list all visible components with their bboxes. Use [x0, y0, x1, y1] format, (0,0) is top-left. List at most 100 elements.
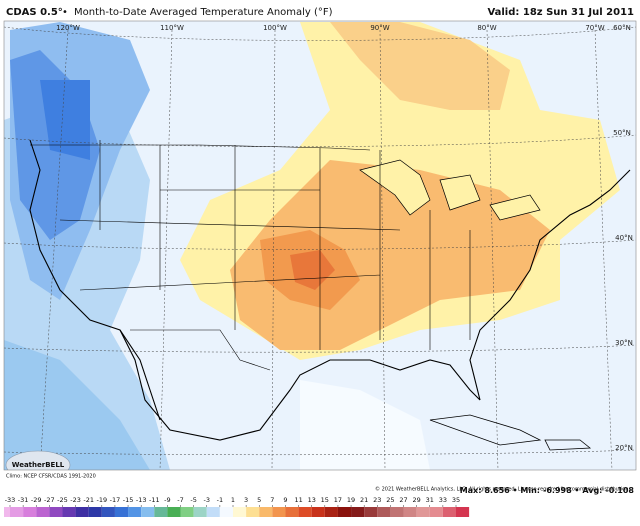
colorbar-swatch — [351, 507, 365, 517]
colorbar-swatch — [167, 507, 181, 517]
lon-label: 110°W — [160, 24, 184, 32]
colorbar-label: -1 — [217, 496, 223, 504]
colorbar-label: -23 — [70, 496, 81, 504]
colorbar-label: 33 — [439, 496, 447, 504]
colorbar-swatch — [259, 507, 273, 517]
grid-line — [379, 29, 386, 470]
caribbean-islands — [429, 414, 592, 451]
colorbar-swatch — [285, 507, 299, 517]
colorbar-label: -25 — [57, 496, 68, 504]
cool-anomaly — [4, 340, 150, 470]
colorbar-swatch — [88, 507, 102, 517]
colorbar-label: -21 — [83, 496, 94, 504]
colorbar-label: -29 — [31, 496, 42, 504]
colorbar-swatch — [233, 507, 247, 517]
grid-line — [4, 344, 636, 353]
colorbar-label: 21 — [360, 496, 368, 504]
map: 120°W 110°W 100°W 90°W 80°W 70°W 60°N 50… — [3, 20, 637, 471]
colorbar-label: -11 — [149, 496, 160, 504]
colorbar-swatch — [246, 507, 260, 517]
colorbar-label: -9 — [164, 496, 170, 504]
logo-badge — [5, 450, 71, 470]
colorbar-swatch — [75, 507, 89, 517]
stat-label: Max: — [460, 486, 482, 495]
grid-line — [39, 29, 69, 470]
colorbar-label: 9 — [283, 496, 287, 504]
lon-label: 80°W — [477, 24, 496, 32]
colorbar-swatch — [337, 507, 352, 517]
colorbar-swatch — [114, 507, 129, 517]
colorbar-label: 27 — [399, 496, 407, 504]
colorbar-swatch — [101, 507, 115, 517]
colorbar-swatch — [154, 507, 168, 517]
colorbar-label: -5 — [190, 496, 196, 504]
colorbar-label: 13 — [308, 496, 316, 504]
colorbar-swatch — [298, 507, 312, 517]
footer: Climo: NCEP CFSR/CDAS 1991-2020 © 2021 W… — [6, 474, 634, 495]
stats-separator: • — [510, 486, 521, 495]
stat-label: Min: — [520, 486, 540, 495]
us-mexico-border — [130, 329, 271, 371]
neutral-field — [300, 380, 430, 470]
colorbar-swatch — [49, 507, 63, 517]
lon-label: 120°W — [56, 24, 80, 32]
header: CDAS 0.5° • Month-to-Date Averaged Tempe… — [6, 7, 634, 18]
colorbar-label: -33 — [5, 496, 16, 504]
colorbar-label: 1 — [231, 496, 235, 504]
colorbar-swatch — [272, 507, 286, 517]
colorbar-label: -27 — [44, 496, 55, 504]
colorbar-label: 23 — [373, 496, 381, 504]
colorbar-label: 3 — [244, 496, 248, 504]
valid-time: Valid: 18z Sun 31 Jul 2011 — [487, 7, 634, 18]
west-coast — [29, 139, 161, 421]
colorbar-label: 35 — [452, 496, 460, 504]
colorbar-swatch — [141, 507, 155, 517]
colorbar-label: -15 — [123, 496, 134, 504]
colorbar-label: -19 — [97, 496, 108, 504]
grid-line — [4, 239, 636, 250]
lon-label: 100°W — [263, 24, 287, 32]
header-separator: • — [62, 7, 68, 18]
colorbar-swatch — [311, 507, 325, 517]
cold-core — [40, 80, 90, 160]
colorbar-swatch — [377, 507, 391, 517]
colorbar-swatch — [364, 507, 378, 517]
colorbar-swatch — [36, 507, 50, 517]
colorbar-swatch — [128, 507, 142, 517]
colorbar-swatch — [219, 507, 233, 517]
colorbar-label: -13 — [136, 496, 147, 504]
colorbar-swatch — [403, 507, 417, 517]
hot-anomaly — [290, 250, 335, 290]
colorbar-swatch — [456, 507, 470, 517]
logo: WeatherBELL — [12, 461, 65, 469]
colorbar-swatch — [206, 507, 220, 517]
colorbar-label: 11 — [294, 496, 302, 504]
colorbar-swatch — [324, 507, 338, 517]
colorbar-label: -7 — [177, 496, 183, 504]
warm-anomaly — [330, 22, 510, 110]
colorbar-label: 31 — [426, 496, 434, 504]
colorbar-label: 5 — [257, 496, 261, 504]
colorbar-swatch — [429, 507, 443, 517]
lat-label: 20°N — [615, 444, 633, 452]
colorbar-label: 7 — [270, 496, 274, 504]
lon-label: 70°W — [585, 24, 604, 32]
climo: Climo: NCEP CFSR/CDAS 1991-2020 — [6, 474, 96, 480]
great-lakes — [359, 159, 541, 221]
colorbar-swatch — [10, 507, 24, 517]
stat-label: Avg: — [582, 486, 602, 495]
colorbar-swatch — [442, 507, 456, 517]
colorbar-swatch — [193, 507, 207, 517]
grid-line — [4, 449, 636, 456]
grid-line — [486, 29, 499, 470]
grid-line — [159, 29, 173, 470]
copyright: © 2021 WeatherBELL Analytics, LLC. All r… — [375, 486, 630, 493]
gulf-coast — [119, 329, 481, 441]
colorbar-label: -17 — [110, 496, 121, 504]
product: CDAS 0.5° — [6, 7, 63, 18]
lat-label: 40°N — [615, 234, 633, 242]
colorbar-swatch — [62, 507, 76, 517]
title: Month-to-Date Averaged Temperature Anoma… — [74, 7, 333, 18]
colorbar-label: 29 — [413, 496, 421, 504]
